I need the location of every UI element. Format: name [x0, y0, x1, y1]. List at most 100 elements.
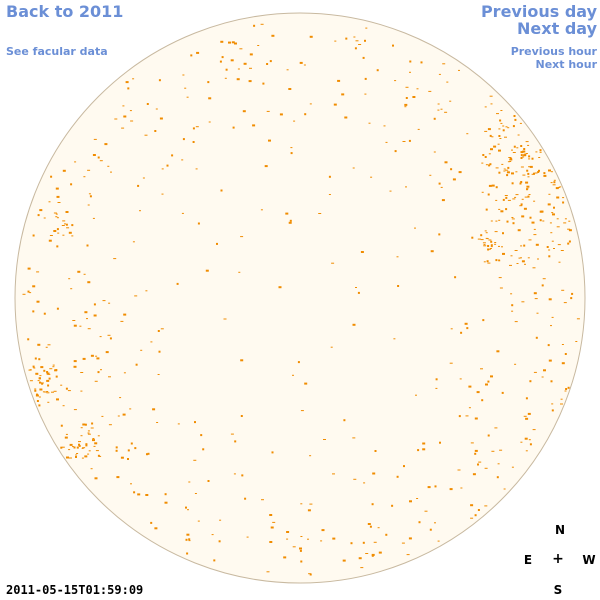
facula-speck [433, 151, 436, 153]
facula-speck [355, 287, 357, 288]
facula-speck [61, 225, 65, 226]
facula-speck [542, 220, 545, 222]
facula-speck [43, 217, 46, 219]
facula-speck [309, 455, 312, 457]
facula-speck [268, 139, 271, 142]
back-to-year-link[interactable]: Back to 2011 [6, 2, 124, 21]
facula-speck [87, 430, 90, 432]
facula-speck [185, 538, 188, 541]
facula-speck [213, 559, 216, 562]
facula-speck [546, 246, 549, 248]
facula-speck [508, 157, 512, 158]
facula-speck [500, 110, 503, 111]
facula-speck [548, 249, 551, 251]
facula-speck [506, 174, 509, 177]
facula-speck [490, 148, 493, 151]
facula-speck [309, 35, 313, 38]
facula-speck [434, 485, 437, 488]
facula-speck [515, 171, 518, 173]
facula-speck [86, 318, 88, 320]
facula-speck [104, 143, 108, 146]
facula-speck [512, 125, 515, 128]
facula-speck [516, 147, 519, 149]
observation-timestamp: 2011-05-15T01:59:09 [6, 583, 144, 597]
next-hour-link[interactable]: Next hour [535, 58, 598, 71]
facula-speck [94, 380, 98, 382]
facula-speck [558, 186, 560, 188]
facula-speck [47, 344, 51, 346]
facula-speck [370, 176, 373, 178]
facula-speck [553, 206, 555, 209]
facula-speck [182, 74, 185, 76]
facula-speck [107, 165, 110, 167]
facula-speck [498, 149, 501, 152]
previous-day-link[interactable]: Previous day [480, 2, 597, 21]
facula-speck [449, 362, 453, 364]
facula-speck [503, 168, 506, 170]
facula-speck [514, 118, 517, 121]
facula-speck [502, 232, 504, 235]
facula-speck [260, 23, 264, 25]
facula-speck [196, 51, 200, 54]
facula-speck [113, 258, 117, 260]
facula-speck [176, 282, 179, 285]
facula-speck [484, 156, 487, 158]
facula-speck [516, 263, 519, 264]
facula-speck [567, 228, 571, 230]
facula-speck [36, 400, 39, 402]
facula-speck [394, 80, 397, 82]
facula-speck [496, 113, 499, 115]
facula-speck [490, 220, 493, 222]
facula-speck [82, 357, 86, 360]
facula-speck [144, 134, 148, 136]
facula-speck [78, 443, 80, 446]
facula-speck [37, 343, 41, 346]
facula-speck [511, 149, 513, 151]
facula-speck [48, 377, 51, 380]
facula-speck [73, 324, 77, 327]
see-facular-data-link[interactable]: See facular data [6, 45, 108, 58]
facula-speck [472, 473, 476, 476]
facula-speck [92, 217, 95, 219]
facula-speck [520, 441, 523, 443]
facula-speck [93, 314, 97, 317]
facula-speck [297, 361, 300, 364]
facula-speck [192, 127, 195, 130]
facula-speck [125, 81, 129, 84]
facula-speck [537, 258, 539, 260]
facula-speck [152, 408, 156, 411]
facula-speck [504, 195, 508, 196]
facula-speck [46, 379, 50, 382]
facula-speck [484, 130, 488, 132]
facula-speck [533, 172, 535, 175]
facula-speck [485, 208, 488, 211]
compass-south-label: S [553, 583, 563, 597]
next-day-link[interactable]: Next day [517, 19, 597, 38]
facula-speck [304, 382, 308, 385]
facula-speck [147, 452, 150, 455]
facula-speck [539, 210, 543, 213]
facula-speck [535, 243, 539, 246]
facula-speck [123, 313, 127, 316]
facula-speck [202, 448, 205, 451]
facula-speck [186, 96, 189, 98]
facula-speck [278, 286, 282, 289]
facula-speck [441, 199, 445, 202]
facula-speck [520, 157, 523, 159]
facula-speck [525, 417, 529, 420]
facula-speck [47, 384, 50, 387]
facula-speck [115, 446, 118, 449]
facula-speck [553, 179, 556, 181]
facula-speck [150, 521, 153, 524]
facula-speck [286, 538, 289, 540]
facula-speck [490, 103, 493, 105]
previous-hour-link[interactable]: Previous hour [510, 45, 597, 58]
facula-speck [160, 328, 164, 330]
facula-speck [186, 552, 189, 555]
facula-speck [190, 54, 193, 57]
facula-speck [194, 421, 196, 424]
facula-speck [130, 120, 134, 122]
facula-speck [502, 198, 505, 201]
facula-speck [55, 369, 58, 371]
facula-speck [292, 374, 294, 376]
